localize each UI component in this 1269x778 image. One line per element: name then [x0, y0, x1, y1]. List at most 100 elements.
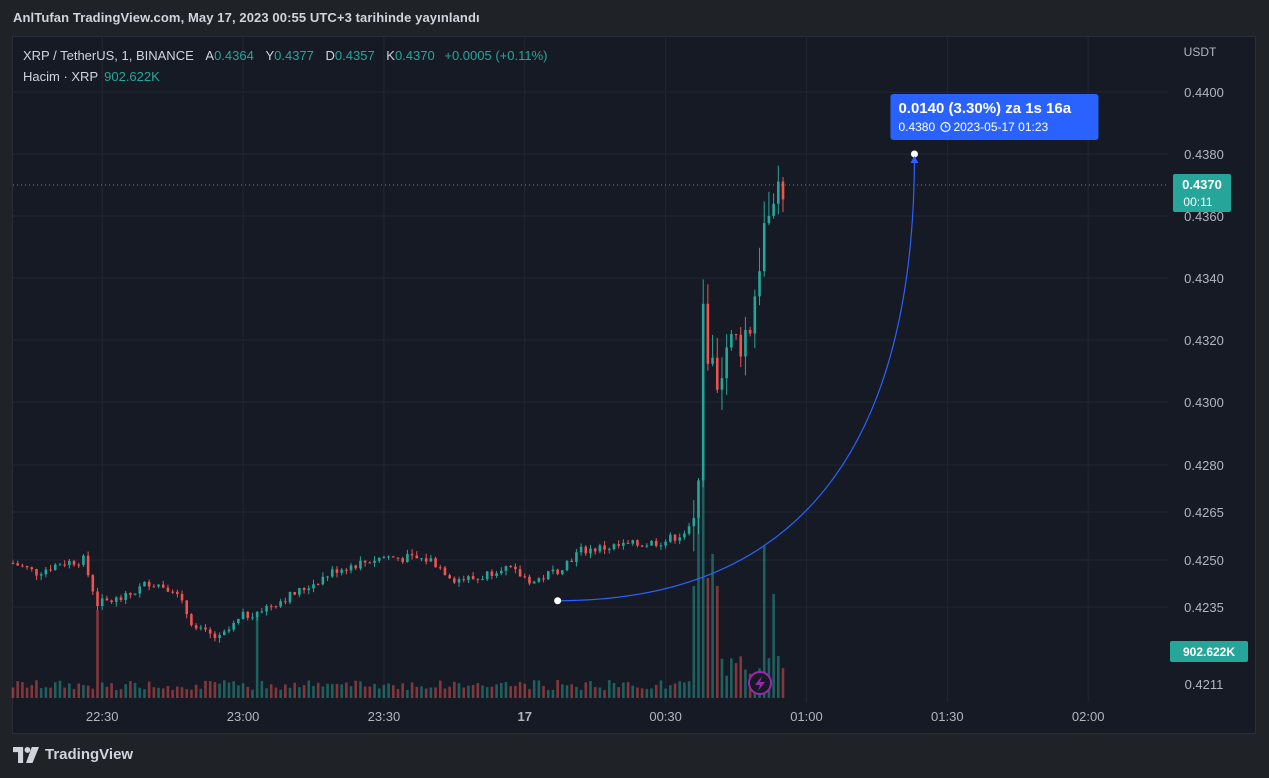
volume-badge-value: 902.622K — [1183, 645, 1235, 659]
candle-body — [734, 334, 738, 336]
volume-bar — [584, 682, 588, 698]
candle-body — [232, 622, 235, 630]
volume-bar — [251, 689, 254, 698]
candle-body — [363, 560, 367, 563]
candle-body — [377, 557, 381, 561]
high-label: Y — [265, 48, 275, 63]
volume-bar — [373, 683, 376, 698]
volume-bar — [208, 681, 212, 698]
candle-body — [711, 357, 714, 364]
forecast-start-point — [554, 597, 562, 605]
volume-bar — [701, 478, 705, 698]
candle-body — [495, 573, 498, 576]
candle-body — [443, 567, 447, 576]
chart-grid — [13, 37, 1168, 702]
price-tick-label: 0.4380 — [1184, 147, 1224, 162]
candle-body — [204, 627, 207, 630]
volume-bar — [269, 684, 273, 698]
candle-body — [190, 614, 193, 626]
volume-bar — [589, 681, 592, 698]
chart-panel[interactable] — [12, 36, 1256, 734]
volume-bar — [692, 586, 696, 698]
candle-body — [147, 581, 151, 587]
volume-bar — [471, 685, 475, 698]
candle-body — [603, 545, 606, 550]
volume-bar — [129, 681, 132, 698]
low-value: 0.4357 — [334, 48, 375, 63]
volume-bar — [35, 680, 38, 698]
candle-body — [359, 560, 362, 569]
volume-bar — [330, 684, 334, 698]
candle-body — [542, 578, 545, 580]
candle-body — [509, 566, 512, 568]
volume-bar — [227, 682, 231, 698]
candle-body — [222, 631, 226, 636]
volume-bar — [504, 682, 508, 698]
volume-bar — [326, 683, 329, 698]
volume-bar — [415, 686, 419, 698]
volume-bar — [542, 686, 545, 698]
candle-body — [307, 588, 311, 591]
candle-body — [110, 600, 113, 603]
volume-bar — [664, 688, 667, 698]
symbol-name[interactable]: XRP / TetherUS, 1, BINANCE — [23, 48, 194, 63]
candle-body — [664, 541, 667, 546]
volume-bar — [30, 685, 34, 698]
candle-body — [744, 329, 747, 357]
volume-bar — [321, 686, 325, 698]
volume-bar — [213, 682, 217, 698]
candle-body — [335, 569, 339, 573]
candle-body — [213, 633, 217, 638]
volume-bar — [420, 686, 423, 698]
forecast-tool: 0.0140 (3.30%) za 1s 16a 0.4380 2023-05-17… — [554, 94, 1099, 605]
tradingview-logo[interactable]: TradingView — [13, 746, 133, 763]
volume-bar — [58, 680, 62, 698]
volume-bar — [546, 689, 550, 698]
open-value: 0.4364 — [214, 48, 254, 63]
volume-bar — [673, 683, 677, 698]
candle-body — [284, 601, 287, 603]
candle-body — [298, 588, 301, 595]
volume-bar — [523, 683, 527, 698]
volume-bar — [25, 687, 29, 698]
candle-body — [396, 557, 400, 559]
volume-bar — [382, 684, 386, 698]
volume-bars — [11, 478, 785, 698]
candle-body — [546, 571, 550, 580]
volume-bar — [105, 686, 109, 698]
volume-bar — [448, 686, 451, 698]
candle-body — [368, 562, 372, 564]
candle-body — [340, 569, 343, 573]
volume-bar — [110, 683, 113, 698]
candle-body — [72, 560, 76, 565]
candle-body — [617, 544, 620, 546]
volume-bar — [114, 689, 118, 698]
candle-body — [63, 564, 66, 566]
candle-body — [354, 565, 358, 569]
volume-bar — [204, 680, 207, 698]
volume-bar — [631, 685, 635, 698]
price-tick-label: 0.4235 — [1184, 600, 1224, 615]
candle-body — [762, 223, 766, 272]
candle-body — [401, 558, 404, 562]
candle-body — [659, 545, 663, 547]
candle-body — [593, 548, 597, 552]
lightning-icon[interactable] — [748, 671, 772, 695]
candle-body — [537, 578, 541, 582]
candle-body — [462, 579, 466, 581]
volume-bar — [622, 682, 625, 698]
candle-body — [556, 569, 559, 574]
volume-bar — [161, 688, 165, 698]
volume-label[interactable]: Hacim · XRP — [23, 69, 99, 84]
candle-body — [53, 564, 57, 570]
volume-bar — [424, 688, 428, 698]
volume-bar — [86, 685, 90, 698]
candle-body — [35, 569, 38, 576]
candle-body — [730, 334, 733, 348]
candle-body — [161, 584, 165, 588]
chart-legend: XRP / TetherUS, 1, BINANCE A0.4364 Y0.43… — [23, 45, 547, 87]
candle-body — [58, 564, 62, 566]
volume-bar — [190, 689, 193, 698]
candle-body — [640, 545, 644, 547]
